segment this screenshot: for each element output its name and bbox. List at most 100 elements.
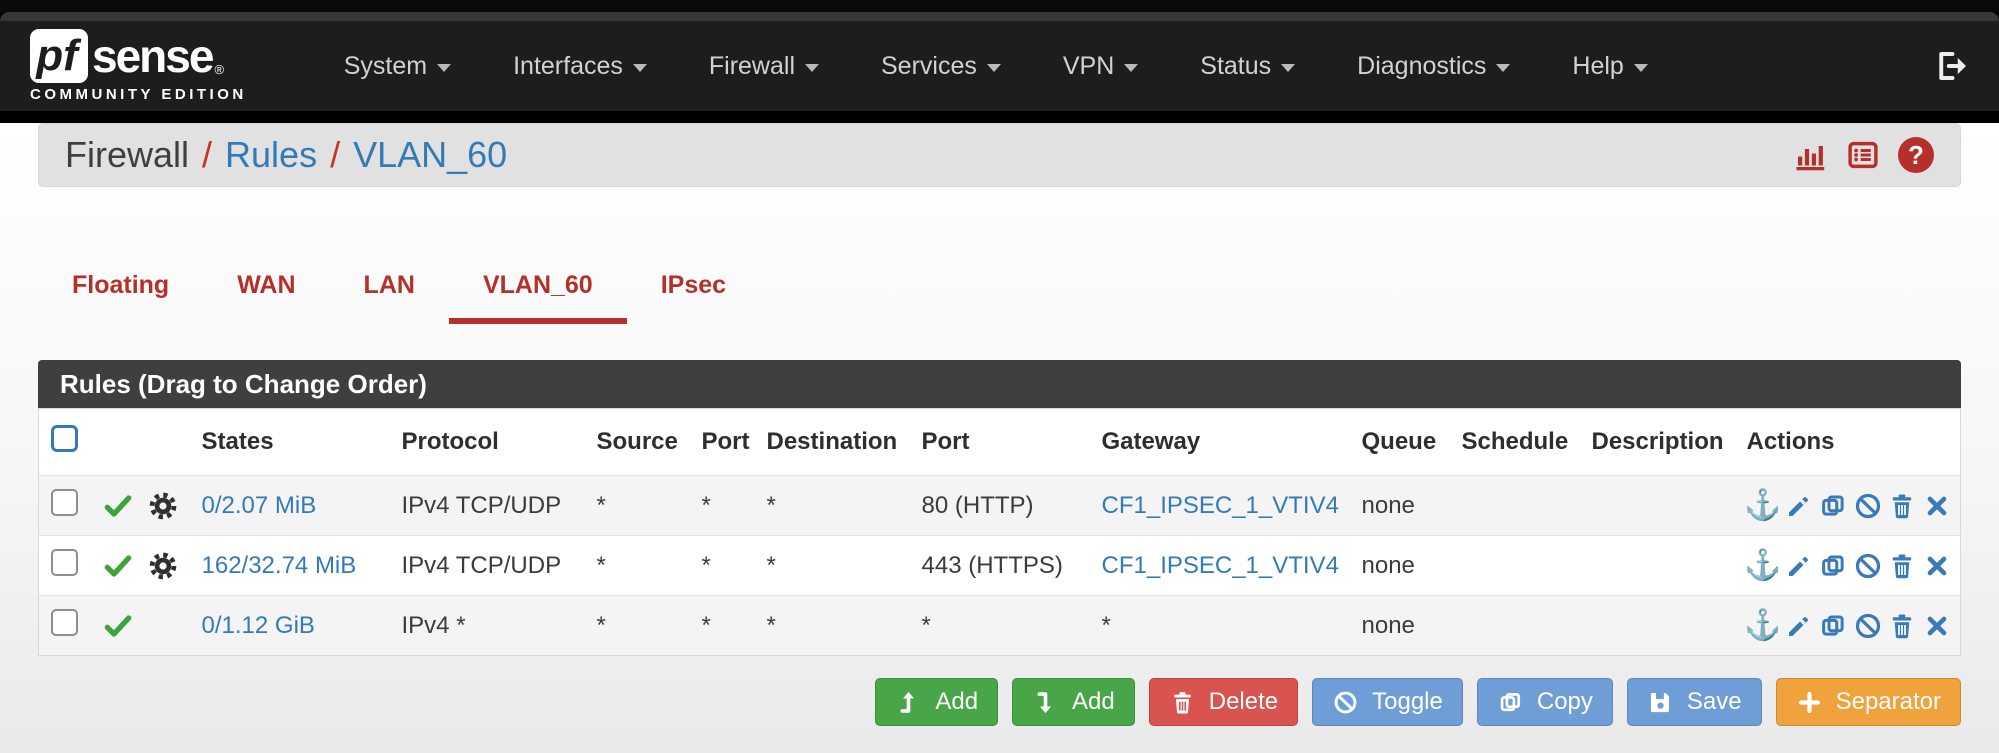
cell-destination: *	[766, 551, 776, 579]
add-rule-bottom-button[interactable]: Add	[1012, 678, 1135, 726]
states-link[interactable]: 0/2.07 MiB	[201, 491, 317, 519]
row-checkbox[interactable]	[51, 608, 78, 636]
disable-ban-icon[interactable]	[1853, 609, 1884, 643]
tab-floating[interactable]: Floating	[72, 271, 170, 299]
table-header-row: States Protocol Source Port Destination …	[39, 409, 1961, 476]
copy-rule-icon[interactable]	[1818, 489, 1849, 523]
cell-protocol: IPv4 *	[401, 611, 466, 639]
brand-edition: COMMUNITY EDITION	[30, 86, 247, 103]
delete-button[interactable]: Delete	[1148, 678, 1299, 726]
rule-enabled-check-icon	[104, 614, 131, 637]
chevron-down-icon	[1124, 63, 1139, 72]
menu-firewall[interactable]: Firewall	[678, 21, 850, 111]
delete-trash-icon[interactable]	[1887, 549, 1918, 583]
rule-row[interactable]: 0/2.07 MiB IPv4 TCP/UDP * * * 80 (HTTP) …	[38, 475, 1961, 536]
cell-description	[1584, 536, 1739, 596]
breadcrumb-separator: /	[330, 134, 341, 175]
select-all-checkbox[interactable]	[51, 425, 78, 452]
rule-enabled-check-icon	[104, 494, 131, 517]
menu-diagnostics[interactable]: Diagnostics	[1326, 21, 1541, 111]
menu-interfaces[interactable]: Interfaces	[482, 21, 678, 111]
column-dest-port: Port	[921, 428, 970, 455]
button-label: Add	[935, 688, 979, 715]
delete-trash-icon[interactable]	[1887, 609, 1918, 643]
button-label: Delete	[1208, 688, 1279, 715]
cell-dest-port: 80 (HTTP)	[921, 491, 1034, 519]
column-source: Source	[596, 428, 678, 455]
edit-pencil-icon[interactable]	[1784, 549, 1815, 583]
breadcrumb: Firewall / Rules / VLAN_60 ?	[38, 123, 1961, 187]
gateway-link[interactable]: CF1_IPSEC_1_VTIV4	[1101, 491, 1339, 519]
menu-status[interactable]: Status	[1169, 21, 1326, 111]
tab-lan[interactable]: LAN	[363, 271, 415, 299]
menu-system[interactable]: System	[313, 21, 482, 111]
cell-source: *	[596, 491, 606, 519]
chevron-down-icon	[1281, 63, 1296, 72]
tab-ipsec[interactable]: IPsec	[660, 271, 727, 299]
menu-services[interactable]: Services	[850, 21, 1032, 111]
cell-dest-port: *	[921, 611, 931, 639]
row-checkbox[interactable]	[51, 488, 78, 516]
sign-out-icon[interactable]	[1933, 48, 1969, 84]
rule-action-buttons: Add Add Delete Toggle Copy Save Separato…	[38, 678, 1961, 726]
add-rule-top-button[interactable]: Add	[875, 678, 999, 726]
cell-source: *	[596, 551, 606, 579]
breadcrumb-tab-link[interactable]: VLAN_60	[353, 134, 508, 175]
close-x-icon[interactable]	[1922, 489, 1953, 523]
chevron-down-icon	[437, 63, 452, 72]
gateway-link[interactable]: CF1_IPSEC_1_VTIV4	[1101, 551, 1339, 579]
cell-protocol: IPv4 TCP/UDP	[401, 491, 562, 519]
column-destination: Destination	[766, 428, 898, 455]
chevron-down-icon	[1496, 63, 1511, 72]
copy-rule-icon[interactable]	[1818, 549, 1849, 583]
page-body: Firewall / Rules / VLAN_60 ?	[0, 123, 1999, 753]
bar-chart-icon[interactable]	[1792, 137, 1828, 173]
anchor-icon[interactable]: ⚓	[1744, 488, 1782, 522]
edit-pencil-icon[interactable]	[1784, 489, 1815, 523]
cell-dest-port: 443 (HTTPS)	[921, 551, 1063, 579]
menu-label: System	[343, 51, 428, 80]
cell-schedule	[1454, 536, 1584, 596]
chevron-down-icon	[632, 63, 647, 72]
menu-vpn[interactable]: VPN	[1032, 21, 1169, 111]
cell-destination: *	[766, 491, 776, 519]
states-link[interactable]: 0/1.12 GiB	[201, 611, 315, 639]
delete-trash-icon[interactable]	[1887, 489, 1918, 523]
edit-pencil-icon[interactable]	[1784, 609, 1815, 643]
disable-ban-icon[interactable]	[1853, 549, 1884, 583]
window-titlebar	[0, 12, 1999, 21]
breadcrumb-section: Firewall	[65, 134, 190, 175]
rule-row[interactable]: 0/1.12 GiB IPv4 * * * * * * none ⚓	[38, 595, 1961, 656]
disable-ban-icon[interactable]	[1853, 489, 1884, 523]
main-menu: System Interfaces Firewall Services VPN …	[313, 21, 1679, 111]
help-icon[interactable]: ?	[1898, 137, 1934, 173]
rules-panel: Rules (Drag to Change Order) States Prot…	[38, 360, 1961, 656]
cell-description	[1584, 596, 1739, 656]
separator-button[interactable]: Separator	[1775, 678, 1961, 726]
gear-icon	[149, 552, 177, 579]
pfsense-logo[interactable]: pf sense ® COMMUNITY EDITION	[30, 29, 247, 103]
column-description: Description	[1591, 428, 1724, 455]
brand-name: sense	[92, 30, 214, 82]
cell-queue: none	[1361, 551, 1415, 579]
menu-label: Interfaces	[513, 51, 623, 80]
save-button[interactable]: Save	[1626, 678, 1762, 726]
row-checkbox[interactable]	[51, 548, 78, 576]
close-x-icon[interactable]	[1922, 549, 1953, 583]
copy-rule-icon[interactable]	[1818, 609, 1849, 643]
copy-button[interactable]: Copy	[1476, 678, 1613, 726]
menu-help[interactable]: Help	[1541, 21, 1678, 111]
toggle-button[interactable]: Toggle	[1312, 678, 1463, 726]
anchor-icon[interactable]: ⚓	[1744, 608, 1782, 642]
rule-enabled-check-icon	[104, 554, 131, 577]
tab-wan[interactable]: WAN	[237, 271, 296, 299]
tab-vlan-60[interactable]: VLAN_60	[448, 251, 627, 324]
breadcrumb-page-link[interactable]: Rules	[225, 134, 318, 175]
close-x-icon[interactable]	[1922, 609, 1953, 643]
cell-protocol: IPv4 TCP/UDP	[401, 551, 562, 579]
cell-queue: none	[1361, 611, 1415, 639]
states-link[interactable]: 162/32.74 MiB	[201, 551, 357, 579]
log-list-icon[interactable]	[1845, 137, 1881, 173]
rule-row[interactable]: 162/32.74 MiB IPv4 TCP/UDP * * * 443 (HT…	[38, 535, 1961, 596]
anchor-icon[interactable]: ⚓	[1744, 548, 1782, 582]
